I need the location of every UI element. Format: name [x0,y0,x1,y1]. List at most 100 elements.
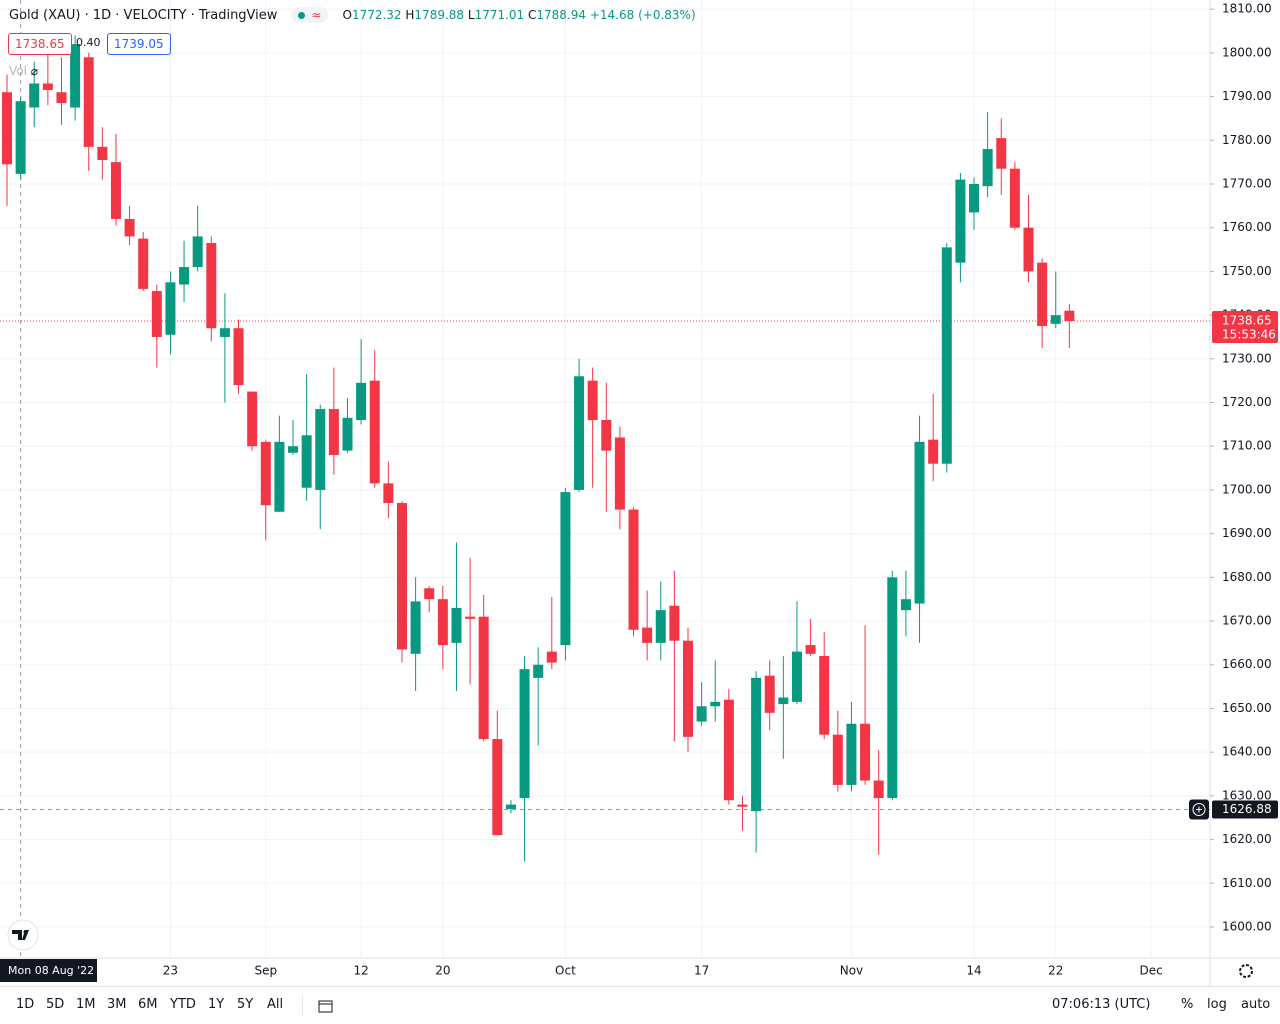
candle [1009,162,1020,230]
candle-body [83,57,94,147]
candle-body [723,699,734,801]
candle [396,500,407,663]
high-value: 1789.88 [414,8,465,22]
date-range-icon[interactable] [317,998,335,1014]
y-tick-label: 1680.00 [1222,570,1272,584]
candle [737,795,748,831]
sell-price[interactable]: 1738.65 [8,33,72,55]
candle-body [492,739,503,836]
candle [819,631,830,740]
x-tick-label: 22 [1048,964,1063,978]
candle-body [288,446,299,453]
candle-body [56,92,67,104]
y-tick-label: 1670.00 [1222,614,1272,628]
tradingview-logo [7,919,39,951]
x-tick-label: 14 [966,964,981,978]
candle-body [97,146,108,160]
candle-body [982,149,993,187]
candle [83,52,94,171]
candle [247,391,258,451]
candle-body [192,236,203,268]
candle [301,374,312,501]
candle-body [206,242,217,329]
open-value: 1772.32 [351,8,402,22]
y-tick-label: 1620.00 [1222,832,1272,846]
candle [723,688,734,805]
y-tick-label: 1780.00 [1222,133,1272,147]
x-tick-label: Oct [555,964,576,978]
candle [669,570,680,742]
range-button[interactable]: All [267,997,284,1012]
candle [710,660,721,722]
range-button[interactable]: 5Y [237,997,254,1012]
candle-body [42,83,53,91]
candle-body [764,675,775,713]
status-pill[interactable]: ≈ [291,7,329,23]
range-button[interactable]: 1Y [208,997,225,1012]
candle [56,57,67,125]
candle [383,461,394,519]
percent-toggle[interactable]: % [1181,997,1194,1012]
candle [574,358,585,493]
log-toggle[interactable]: log [1207,997,1227,1012]
candle-body [601,419,612,451]
candle-body [2,92,12,165]
candle [546,597,557,670]
range-button[interactable]: 5D [46,997,65,1012]
logo-dot [23,930,28,934]
candle-body [560,492,571,646]
y-tick-label: 1630.00 [1222,788,1272,802]
x-tick-label: 12 [353,964,368,978]
logo-bg [7,919,39,951]
buy-price[interactable]: 1739.05 [107,33,171,55]
candle-body [805,645,816,654]
candle-body [1009,168,1020,228]
candle [560,487,571,661]
candle [683,627,693,753]
candle [437,586,448,670]
candle-body [737,804,748,807]
candle [887,570,898,801]
range-button[interactable]: 6M [138,997,158,1012]
y-tick-label: 1710.00 [1222,439,1272,453]
candle [1064,304,1075,348]
candle-body [914,441,925,604]
candle [533,647,544,746]
candle-body [301,435,312,488]
auto-toggle[interactable]: auto [1241,997,1271,1012]
candle-body [574,376,585,490]
candle-body [873,780,884,799]
change-value: +14.68 (+0.83%) [589,8,696,22]
candle-body [1023,227,1034,272]
add-alert-button[interactable] [1189,799,1209,820]
range-button[interactable]: YTD [170,997,196,1012]
candle-body [233,328,244,386]
candle [260,439,271,541]
candle [846,701,857,792]
y-tick-label: 1800.00 [1222,45,1272,59]
candle-body [1037,262,1048,327]
candle [288,419,299,455]
x-tick-label: Nov [840,964,863,978]
range-button[interactable]: 3M [107,997,127,1012]
candle-body [860,723,871,781]
volume-label[interactable]: Vol ⌀ [9,64,39,78]
y-tick-label: 1600.00 [1222,919,1272,933]
range-button[interactable]: 1M [76,997,96,1012]
candle [982,111,993,198]
candle-body [969,183,980,213]
x-tick-label: 20 [435,964,450,978]
range-button[interactable]: 1D [16,997,35,1012]
crosshair-date-box [0,959,97,982]
clock: 07:06:13 (UTC) [1052,997,1151,1012]
candle [696,682,707,726]
y-tick-label: 1690.00 [1222,526,1272,540]
candle-body [424,588,435,600]
symbol-title[interactable]: Gold (XAU) · 1D · VELOCITY · TradingView [9,7,278,23]
x-tick-label: Sep [254,964,277,978]
candle-body [614,437,625,510]
candle [192,205,203,272]
spread: 0.40 [76,36,101,49]
candle-body [260,441,271,506]
